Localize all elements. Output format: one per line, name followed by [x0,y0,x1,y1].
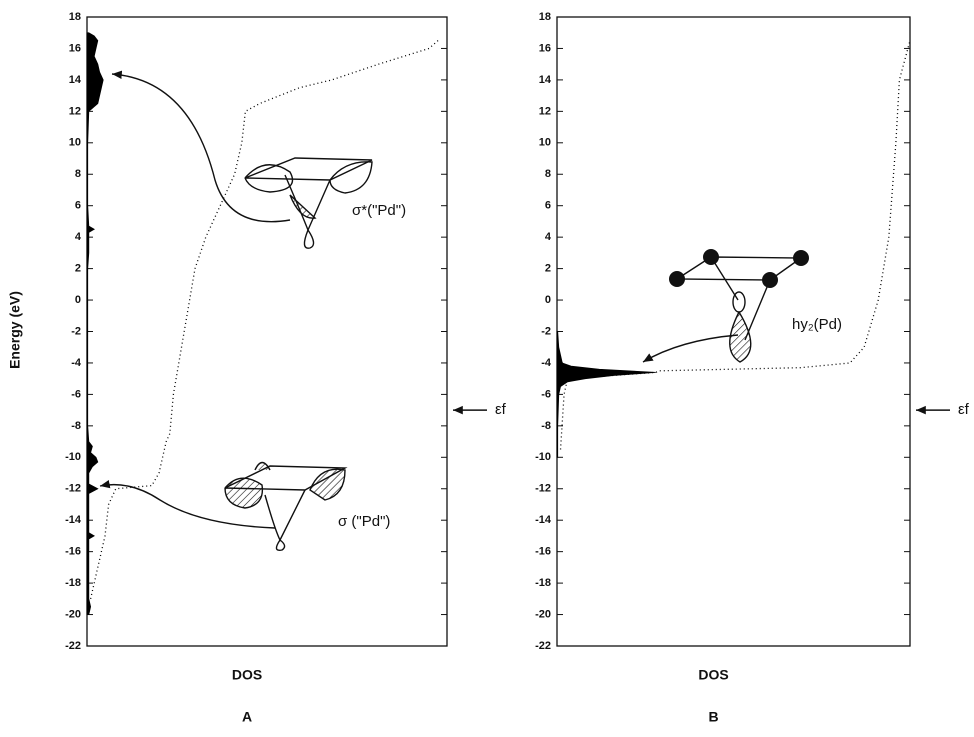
y-tick-label: -6 [71,388,81,400]
y-tick-label: 18 [539,11,551,23]
annotation: hy₂(Pd) [792,316,842,333]
y-tick-label: 4 [75,231,82,243]
orbital-drawing [669,249,809,363]
y-tick-label: -16 [65,546,81,558]
y-tick-label: -10 [535,451,551,463]
y-tick-label: 4 [545,231,552,243]
y-tick-label: -14 [65,514,82,526]
y-tick-label: 0 [75,294,81,306]
y-tick-label: -18 [535,577,551,589]
dos-projection [556,331,656,458]
y-tick-label: 2 [75,263,81,275]
y-tick-label: 16 [69,42,81,54]
x-axis-label: DOS [698,667,728,683]
y-tick-label: -12 [535,483,551,495]
arrow [111,70,291,223]
y-tick-label: 8 [75,168,81,180]
x-axis-label: DOS [232,667,262,683]
dos-projection [86,32,104,615]
y-tick-label: -18 [65,577,81,589]
y-tick-label: -12 [65,483,81,495]
y-tick-label: -20 [535,608,551,620]
y-tick-label: 14 [539,74,552,86]
y-tick-label: 6 [545,200,551,212]
y-tick-label: -22 [65,640,81,652]
y-tick-label: -20 [65,608,81,620]
y-tick-label: -14 [535,514,552,526]
orbital-drawing [224,157,373,551]
y-tick-label: 10 [539,137,551,149]
y-tick-label: -8 [71,420,81,432]
y-tick-label: -22 [535,640,551,652]
y-tick-label: 14 [69,74,82,86]
y-tick-label: -4 [541,357,552,369]
panel-label: B [708,709,718,725]
y-axis-label: Energy (eV) [7,291,23,369]
annotation: σ*("Pd") [352,202,406,219]
dos-integration [559,40,911,450]
fermi-label: εf [495,401,507,418]
plot-frame [86,16,448,647]
y-tick-label: -8 [541,420,551,432]
y-tick-label: 8 [545,168,551,180]
arrow [99,479,276,529]
y-tick-label: 12 [69,105,81,117]
annotation: σ ("Pd") [338,513,390,530]
y-tick-label: 0 [545,294,551,306]
y-tick-label: 16 [539,42,551,54]
y-tick-label: 12 [539,105,551,117]
y-tick-label: -2 [541,325,551,337]
y-tick-label: 18 [69,11,81,23]
dos-integration [89,38,441,599]
y-tick-label: 2 [545,263,551,275]
y-tick-label: -6 [541,388,551,400]
fermi-label: εf [958,401,970,418]
y-tick-label: 10 [69,137,81,149]
y-tick-label: -16 [535,546,551,558]
y-tick-label: -4 [71,357,82,369]
y-tick-label: 6 [75,200,81,212]
y-tick-label: -10 [65,451,81,463]
y-tick-label: -2 [71,325,81,337]
panel-label: A [242,709,252,725]
arrow [642,334,739,363]
